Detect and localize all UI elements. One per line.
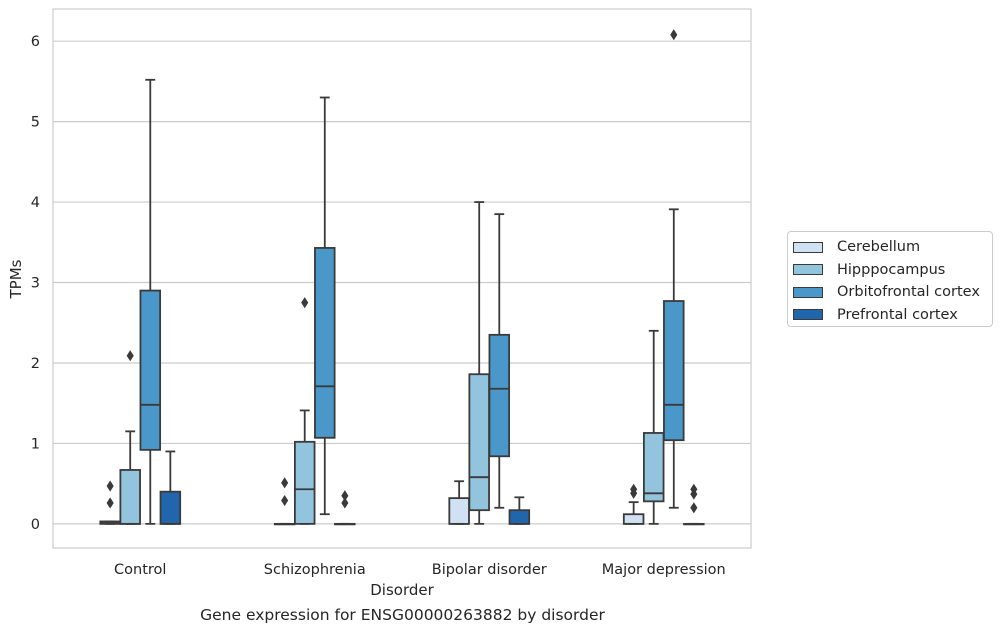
legend-item-prefrontal-cortex: Prefrontal cortex bbox=[788, 304, 992, 327]
outlier-point bbox=[690, 483, 698, 495]
legend-item-orbitofrontal-cortex: Orbitofrontal cortex bbox=[788, 281, 992, 304]
box-body bbox=[663, 300, 685, 442]
box-body bbox=[468, 373, 490, 512]
legend-swatch-orbitofrontal-cortex bbox=[793, 286, 823, 298]
box-body bbox=[293, 440, 316, 525]
box-body bbox=[139, 289, 162, 451]
box-orbitofrontal-cortex bbox=[488, 213, 511, 509]
outlier-point bbox=[670, 29, 678, 41]
y-tick-label: 4 bbox=[31, 195, 40, 211]
y-tick-labels: 0 1 2 3 4 5 6 bbox=[31, 34, 40, 533]
box-prefrontal-cortex bbox=[683, 483, 705, 526]
outlier-point bbox=[281, 494, 289, 507]
box-cerebellum bbox=[99, 480, 121, 525]
gridlines bbox=[53, 40, 751, 525]
legend: Cerebellum Hipppocampus Orbitofrontal co… bbox=[787, 231, 993, 327]
legend-label: Cerebellum bbox=[837, 239, 921, 256]
box-cerebellum bbox=[273, 477, 296, 526]
outlier-point bbox=[301, 297, 309, 309]
legend-swatch-prefrontal-cortex bbox=[793, 309, 823, 321]
x-tick-labels: Control Schizophrenia Bipolar disorder Majo… bbox=[114, 562, 726, 578]
outlier-point bbox=[630, 483, 638, 495]
y-tick-label: 6 bbox=[31, 34, 40, 50]
box-prefrontal-cortex bbox=[508, 496, 531, 525]
outlier-point bbox=[126, 350, 134, 362]
y-tick-label: 1 bbox=[31, 436, 40, 452]
x-tick-label: Bipolar disorder bbox=[432, 562, 547, 578]
x-tick-label: Control bbox=[114, 562, 166, 578]
box-hipppocampus bbox=[119, 350, 141, 525]
box-body bbox=[448, 497, 470, 525]
box-cerebellum bbox=[448, 480, 470, 525]
box-orbitofrontal-cortex bbox=[139, 78, 162, 525]
box-body bbox=[642, 432, 665, 503]
y-tick-label: 3 bbox=[31, 276, 40, 292]
box-body bbox=[508, 509, 531, 525]
box-body bbox=[159, 490, 182, 525]
x-axis-label: Disorder bbox=[370, 581, 434, 599]
outlier-point bbox=[106, 497, 114, 509]
box-orbitofrontal-cortex bbox=[314, 96, 336, 516]
box-hipppocampus bbox=[468, 201, 490, 525]
legend-label: Orbitofrontal cortex bbox=[837, 284, 980, 301]
legend-item-cerebellum: Cerebellum bbox=[788, 236, 992, 259]
outlier-point bbox=[341, 497, 349, 509]
legend-swatch-cerebellum bbox=[793, 241, 823, 253]
box-body bbox=[622, 513, 645, 525]
outlier-point bbox=[106, 480, 114, 492]
outlier-point bbox=[341, 490, 349, 502]
box-body bbox=[488, 333, 511, 458]
box-body bbox=[119, 469, 141, 525]
figure-caption: Gene expression for ENSG00000263882 by d… bbox=[200, 606, 605, 624]
box-prefrontal-cortex bbox=[159, 450, 182, 525]
box-hipppocampus bbox=[642, 329, 665, 525]
outlier-point bbox=[281, 477, 289, 489]
y-tick-label: 2 bbox=[31, 356, 40, 372]
outlier-point bbox=[690, 502, 698, 514]
y-axis-label: TPMs bbox=[7, 259, 25, 299]
box-body bbox=[314, 247, 336, 439]
legend-item-hippocampus: Hipppocampus bbox=[788, 259, 992, 282]
y-tick-label: 0 bbox=[31, 517, 40, 533]
y-tick-label: 5 bbox=[31, 115, 40, 131]
box-prefrontal-cortex bbox=[334, 490, 356, 526]
legend-label: Hipppocampus bbox=[837, 261, 946, 278]
plot-area bbox=[52, 8, 752, 549]
box-hipppocampus bbox=[293, 297, 316, 525]
box-cerebellum bbox=[622, 483, 645, 525]
legend-label: Prefrontal cortex bbox=[837, 306, 958, 323]
boxes bbox=[99, 29, 705, 526]
box-orbitofrontal-cortex bbox=[663, 29, 685, 509]
x-tick-label: Major depression bbox=[602, 562, 726, 578]
legend-swatch-hippocampus bbox=[793, 264, 823, 276]
x-tick-label: Schizophrenia bbox=[264, 562, 366, 578]
